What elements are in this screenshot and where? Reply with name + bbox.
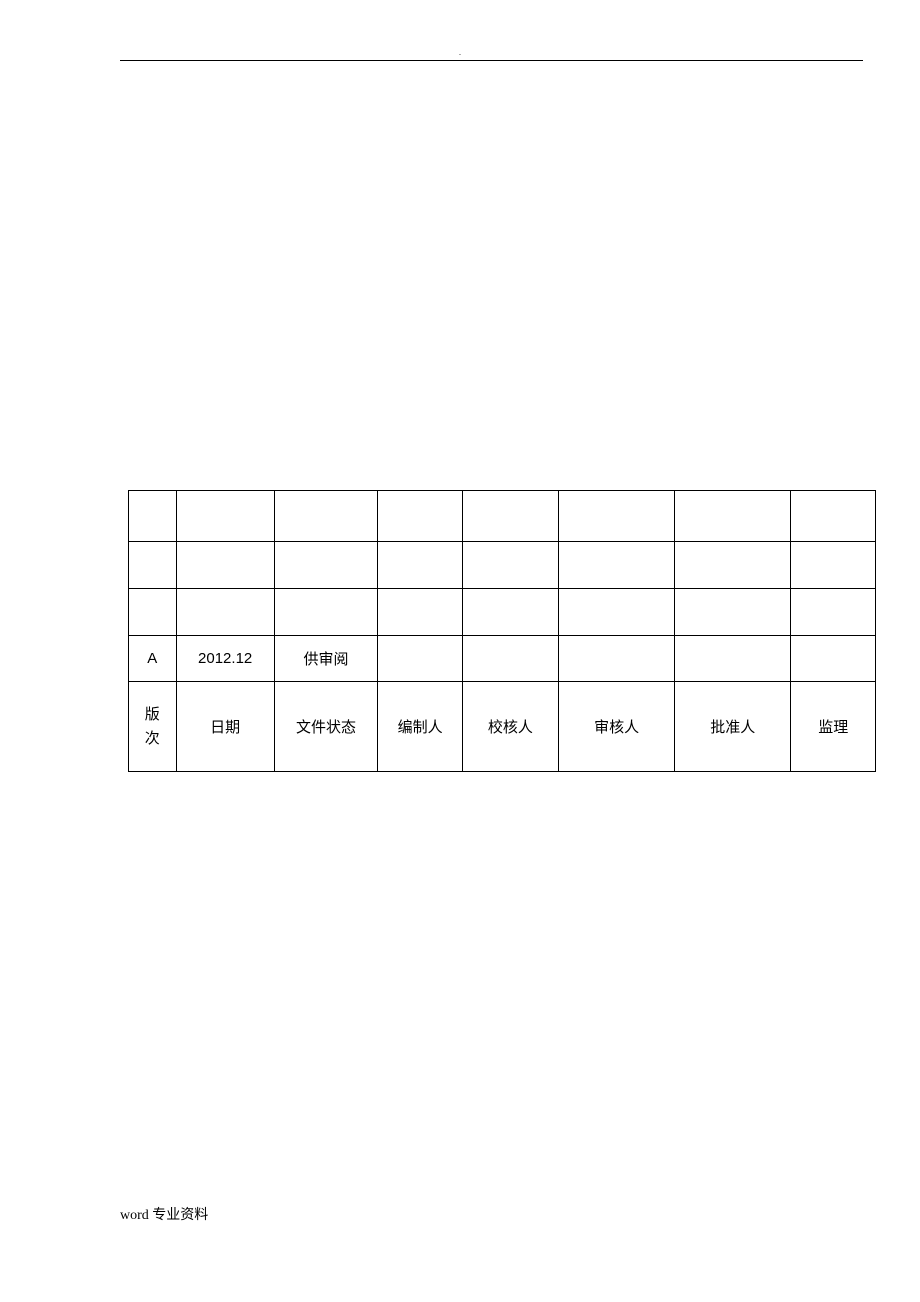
- table-cell: [558, 589, 674, 636]
- table-row: [129, 491, 876, 542]
- table-row: A2012.12供审阅: [129, 636, 876, 682]
- table-cell: [274, 542, 378, 589]
- table-cell: [129, 491, 177, 542]
- table-cell: [675, 491, 791, 542]
- table-cell: [176, 491, 274, 542]
- table-header-cell: 监理: [791, 682, 876, 772]
- table-cell: [129, 542, 177, 589]
- table-cell: [462, 542, 558, 589]
- table-row: [129, 542, 876, 589]
- table-cell: [274, 589, 378, 636]
- table-header-cell: 审核人: [558, 682, 674, 772]
- table-cell: [176, 542, 274, 589]
- table-cell: [558, 491, 674, 542]
- table-cell: [378, 636, 463, 682]
- table-cell: [675, 589, 791, 636]
- table-cell: [558, 542, 674, 589]
- table-header-cell: 校核人: [462, 682, 558, 772]
- table-cell: A: [129, 636, 177, 682]
- table-cell: [378, 542, 463, 589]
- table-cell: [791, 589, 876, 636]
- header-rule: [120, 60, 863, 61]
- table-cell: [274, 491, 378, 542]
- table-cell: [675, 636, 791, 682]
- table-cell: 2012.12: [176, 636, 274, 682]
- table-cell: [791, 542, 876, 589]
- table-header-cell: 批准人: [675, 682, 791, 772]
- table-header-cell: 日期: [176, 682, 274, 772]
- footer-text: word 专业资料: [120, 1204, 208, 1224]
- revision-table: A2012.12供审阅版次日期文件状态编制人校核人审核人批准人监理: [128, 490, 876, 772]
- table-header-row: 版次日期文件状态编制人校核人审核人批准人监理: [129, 682, 876, 772]
- table-cell: [378, 589, 463, 636]
- table-cell: [462, 491, 558, 542]
- table-cell: [791, 491, 876, 542]
- table-header-cell: 版次: [129, 682, 177, 772]
- table-cell: [558, 636, 674, 682]
- table-cell: 供审阅: [274, 636, 378, 682]
- table-cell: [462, 636, 558, 682]
- table-cell: [791, 636, 876, 682]
- vertical-header-label: 版次: [131, 703, 174, 751]
- table-cell: [378, 491, 463, 542]
- table-row: [129, 589, 876, 636]
- table-cell: [675, 542, 791, 589]
- header-marker: .: [459, 48, 461, 57]
- table-cell: [176, 589, 274, 636]
- table-cell: [462, 589, 558, 636]
- table-header-cell: 文件状态: [274, 682, 378, 772]
- revision-table-container: A2012.12供审阅版次日期文件状态编制人校核人审核人批准人监理: [128, 490, 876, 772]
- table-header-cell: 编制人: [378, 682, 463, 772]
- table-cell: [129, 589, 177, 636]
